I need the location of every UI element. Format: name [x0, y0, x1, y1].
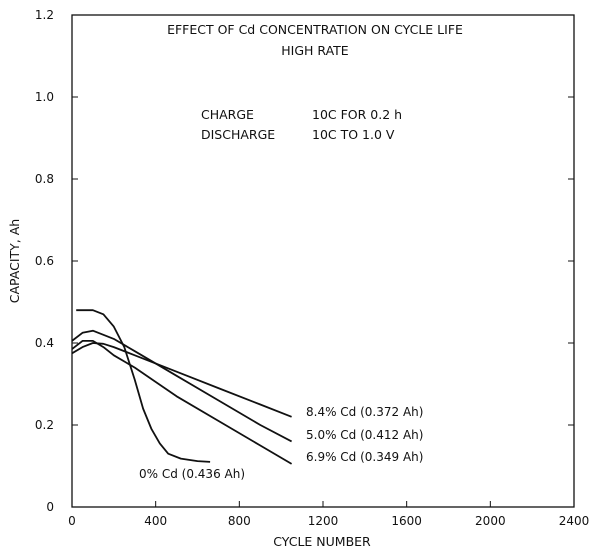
y-tick-label: 0.8: [35, 172, 54, 186]
series-line-1: [71, 329, 293, 443]
x-axis-label: CYCLE NUMBER: [273, 534, 371, 549]
y-tick-label: 1.0: [35, 90, 54, 104]
x-tick-label: 800: [228, 514, 251, 528]
series-line-2: [71, 339, 293, 465]
legend-label-6-9: 6.9% Cd (0.349 Ah): [306, 450, 423, 464]
series-line-3: [76, 309, 211, 463]
y-tick-label: 0.4: [35, 336, 54, 350]
x-tick-label: 2000: [475, 514, 506, 528]
data-curves: [71, 309, 293, 465]
legend-label-0: 0% Cd (0.436 Ah): [139, 467, 245, 481]
legend-label-5-0: 5.0% Cd (0.412 Ah): [306, 428, 423, 442]
charge-label: CHARGE: [201, 107, 254, 122]
x-tick-label: 400: [144, 514, 167, 528]
chart-subtitle: HIGH RATE: [281, 43, 349, 58]
x-tick-label: 2400: [559, 514, 590, 528]
x-tick-label: 1200: [308, 514, 339, 528]
x-tick-label: 1600: [391, 514, 422, 528]
discharge-value: 10C TO 1.0 V: [312, 127, 395, 142]
y-tick-label: 0.2: [35, 418, 54, 432]
y-tick-label: 0.6: [35, 254, 54, 268]
charge-value: 10C FOR 0.2 h: [312, 107, 402, 122]
y-tick-label: 0: [46, 500, 54, 514]
x-tick-label: 0: [68, 514, 76, 528]
chart-title: EFFECT OF Cd CONCENTRATION ON CYCLE LIFE: [167, 22, 463, 37]
legend-label-8-4: 8.4% Cd (0.372 Ah): [306, 405, 423, 419]
y-axis-ticks: 0 0.2 0.4 0.6 0.8 1.0 1.2: [35, 8, 574, 514]
series-line-0: [71, 342, 292, 418]
x-axis-ticks: 0 400 800 1200 1600 2000 2400: [68, 501, 589, 528]
discharge-label: DISCHARGE: [201, 127, 275, 142]
y-axis-label: CAPACITY, Ah: [7, 219, 22, 303]
y-tick-label: 1.2: [35, 8, 54, 22]
